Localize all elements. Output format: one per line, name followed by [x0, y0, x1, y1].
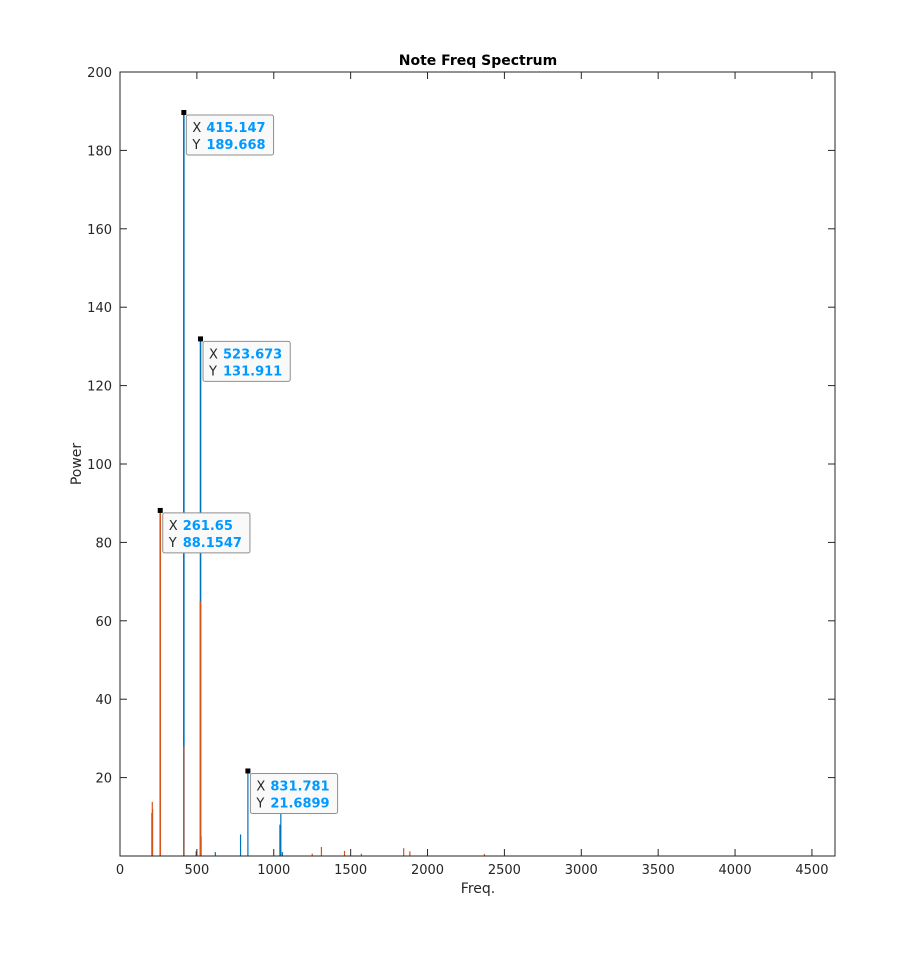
y-tick-label: 180 [87, 144, 112, 159]
x-tick-label: 2500 [488, 863, 521, 878]
datatip-marker [198, 336, 204, 342]
datatip[interactable]: X 415.147 Y 189.668 [181, 110, 275, 156]
datatip-y-key: Y [255, 796, 264, 811]
datatip-y-value: 21.6899 [270, 796, 329, 811]
datatip[interactable]: X 261.65 Y 88.1547 [157, 507, 251, 554]
datatip-y-value: 88.1547 [183, 536, 242, 551]
datatip[interactable]: X 523.673 Y 131.911 [198, 336, 291, 382]
datatip-y-key: Y [191, 138, 200, 153]
datatip-x-value: 831.781 [270, 779, 329, 794]
y-tick-label: 140 [87, 301, 112, 316]
y-tick-label: 40 [95, 693, 112, 708]
x-tick-label: 3000 [565, 863, 598, 878]
datatip-box [249, 772, 339, 814]
datatip-y-key: Y [208, 364, 217, 379]
datatip-x-key: X [209, 347, 218, 362]
datatip-marker [181, 110, 187, 116]
y-tick-label: 200 [87, 66, 112, 81]
datatip-box [162, 512, 251, 554]
datatip-x-key: X [169, 519, 178, 534]
plot-background [120, 72, 835, 856]
datatip-x-key: X [256, 779, 265, 794]
y-axis-label: Power [69, 443, 85, 486]
y-tick-label: 20 [95, 772, 112, 787]
x-axis-label: Freq. [461, 881, 495, 897]
datatip-box [202, 340, 291, 382]
plot-area: 0 500 1000 1500 2000 2500 3000 3500 4000 4500 20 40… [87, 66, 836, 878]
datatip-x-value: 261.65 [183, 519, 233, 534]
datatip-y-value: 189.668 [206, 138, 265, 153]
x-tick-label: 4500 [795, 863, 828, 878]
y-tick-label: 80 [95, 536, 112, 551]
x-tick-label: 0 [116, 863, 124, 878]
chart-title: Note Freq Spectrum [399, 53, 557, 69]
datatip-marker [245, 768, 251, 774]
x-tick-label: 2000 [411, 863, 444, 878]
x-tick-label: 3500 [642, 863, 675, 878]
y-tick-label: 60 [95, 615, 112, 630]
datatip-x-value: 523.673 [223, 347, 282, 362]
datatip-y-key: Y [168, 536, 177, 551]
y-tick-label: 100 [87, 458, 112, 473]
x-tick-label: 500 [184, 863, 209, 878]
y-tick-label: 160 [87, 223, 112, 238]
x-tick-label: 4000 [719, 863, 752, 878]
datatip[interactable]: X 831.781 Y 21.6899 [245, 768, 339, 814]
x-tick-label: 1500 [334, 863, 367, 878]
x-tick-label: 1000 [257, 863, 290, 878]
datatip-box [185, 114, 275, 156]
datatip-y-value: 131.911 [223, 364, 282, 379]
datatip-x-key: X [192, 121, 201, 136]
datatip-x-value: 415.147 [206, 121, 265, 136]
datatip-marker [157, 507, 163, 513]
y-tick-label: 120 [87, 380, 112, 395]
